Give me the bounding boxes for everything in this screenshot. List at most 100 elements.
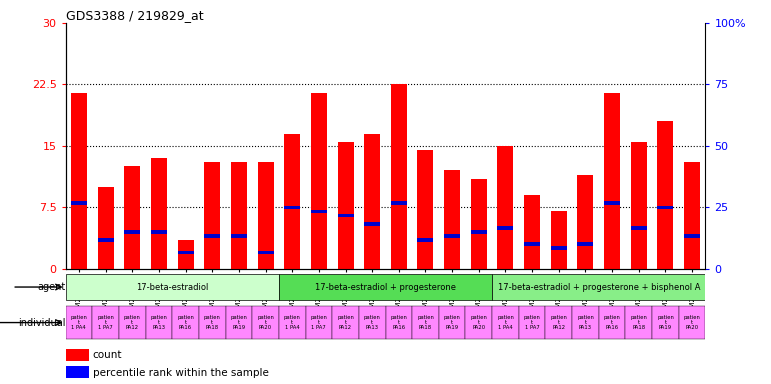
Bar [332,306,359,339]
Text: patien
t
1 PA7: patien t 1 PA7 [311,314,327,331]
Bar [497,226,513,230]
Bar [658,205,674,209]
Bar [359,306,386,339]
Text: patien
t
PA18: patien t PA18 [204,314,221,331]
Text: GDS3388 / 219829_at: GDS3388 / 219829_at [66,9,204,22]
Text: patien
t
PA19: patien t PA19 [444,314,460,331]
Bar [444,170,460,269]
Text: count: count [93,350,122,360]
Text: individual: individual [18,318,66,328]
Bar [444,234,460,238]
Bar [391,84,407,269]
Bar [66,366,89,379]
Bar [577,242,594,246]
Text: patien
t
PA16: patien t PA16 [390,314,407,331]
Bar [204,162,221,269]
Bar [572,306,599,339]
Bar [492,306,519,339]
Bar [338,214,353,217]
Bar [471,179,487,269]
Bar [546,306,572,339]
Text: percentile rank within the sample: percentile rank within the sample [93,367,268,377]
Bar [177,240,194,269]
Text: patien
t
PA18: patien t PA18 [631,314,647,331]
Bar [97,187,113,269]
Text: patien
t
PA16: patien t PA16 [177,314,194,331]
Bar [519,306,546,339]
Bar [231,162,247,269]
Text: patien
t
PA16: patien t PA16 [604,314,621,331]
Bar [151,230,167,234]
Text: patien
t
PA19: patien t PA19 [231,314,247,331]
Bar [71,202,87,205]
Bar [658,121,674,269]
Text: patien
t
PA12: patien t PA12 [550,314,567,331]
Bar [93,306,119,339]
Bar [204,234,221,238]
Bar [279,274,492,300]
Bar [338,142,353,269]
Text: patien
t
1 PA4: patien t 1 PA4 [70,314,87,331]
Bar [279,306,305,339]
Bar [524,195,540,269]
Text: patien
t
PA13: patien t PA13 [150,314,167,331]
Bar [124,166,140,269]
Text: 17-beta-estradiol + progesterone + bisphenol A: 17-beta-estradiol + progesterone + bisph… [497,283,700,291]
Bar [284,205,300,209]
Text: patien
t
PA12: patien t PA12 [124,314,140,331]
Text: patien
t
PA20: patien t PA20 [470,314,487,331]
Bar [652,306,678,339]
Bar [225,306,252,339]
Text: 17-beta-estradiol + progesterone: 17-beta-estradiol + progesterone [315,283,456,291]
Bar [418,150,433,269]
Bar [151,158,167,269]
Text: patien
t
PA13: patien t PA13 [364,314,381,331]
Bar [471,230,487,234]
Bar [631,226,647,230]
Bar [418,238,433,242]
Bar [684,162,700,269]
Bar [172,306,199,339]
Bar [550,247,567,250]
Text: agent: agent [37,282,66,292]
Bar [412,306,439,339]
Bar [66,274,279,300]
Bar [599,306,625,339]
Bar [66,349,89,361]
Bar [678,306,705,339]
Text: patien
t
1 PA4: patien t 1 PA4 [497,314,514,331]
Bar [577,175,594,269]
Text: patien
t
PA20: patien t PA20 [257,314,274,331]
Bar [258,162,274,269]
Bar [492,274,705,300]
Bar [364,134,380,269]
Bar [305,306,332,339]
Bar [497,146,513,269]
Bar [550,212,567,269]
Bar [524,242,540,246]
Bar [625,306,652,339]
Bar [231,234,247,238]
Bar [386,306,412,339]
Bar [466,306,492,339]
Text: patien
t
PA20: patien t PA20 [684,314,701,331]
Bar [252,306,279,339]
Bar [124,230,140,234]
Text: 17-beta-estradiol: 17-beta-estradiol [136,283,208,291]
Text: patien
t
1 PA4: patien t 1 PA4 [284,314,301,331]
Bar [199,306,225,339]
Text: patien
t
PA13: patien t PA13 [577,314,594,331]
Bar [284,134,300,269]
Bar [146,306,172,339]
Bar [631,142,647,269]
Bar [119,306,146,339]
Bar [311,93,327,269]
Text: patien
t
PA18: patien t PA18 [417,314,434,331]
Bar [258,251,274,254]
Bar [311,210,327,213]
Bar [97,238,113,242]
Text: patien
t
1 PA7: patien t 1 PA7 [524,314,540,331]
Text: patien
t
1 PA7: patien t 1 PA7 [97,314,114,331]
Bar [439,306,466,339]
Bar [66,306,93,339]
